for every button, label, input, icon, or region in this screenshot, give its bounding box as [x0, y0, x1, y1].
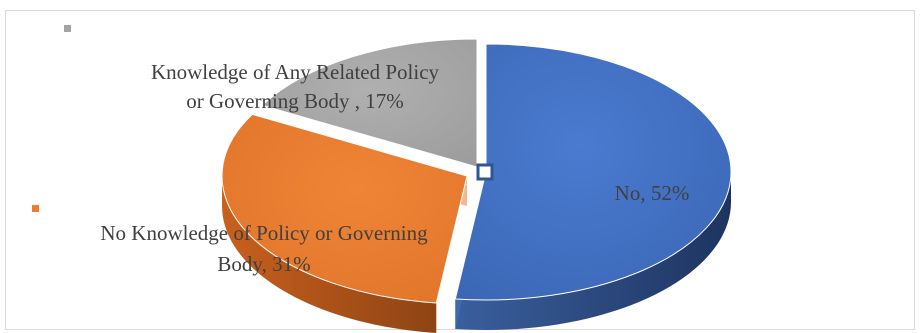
data-label-no-knowledge-line1: No Knowledge of Policy or Governing: [100, 221, 428, 245]
data-label-knowledge-line1: Knowledge of Any Related Policy: [151, 60, 440, 84]
slice-no-knowledge: [221, 113, 468, 304]
legend-marker-gray: [64, 25, 71, 32]
slice-no: [454, 43, 732, 301]
data-label-no-knowledge-line2: Body, 31%: [217, 252, 310, 276]
data-label-knowledge-line2: or Governing Body , 17%: [186, 89, 404, 113]
legend-marker-orange: [32, 205, 39, 212]
slice-no-knowledge-side: [222, 176, 437, 333]
center-handle: [476, 163, 494, 181]
data-label-no: No, 52%: [615, 181, 690, 205]
slice-no-side: [455, 172, 731, 330]
slice-knowledge: [261, 38, 478, 168]
